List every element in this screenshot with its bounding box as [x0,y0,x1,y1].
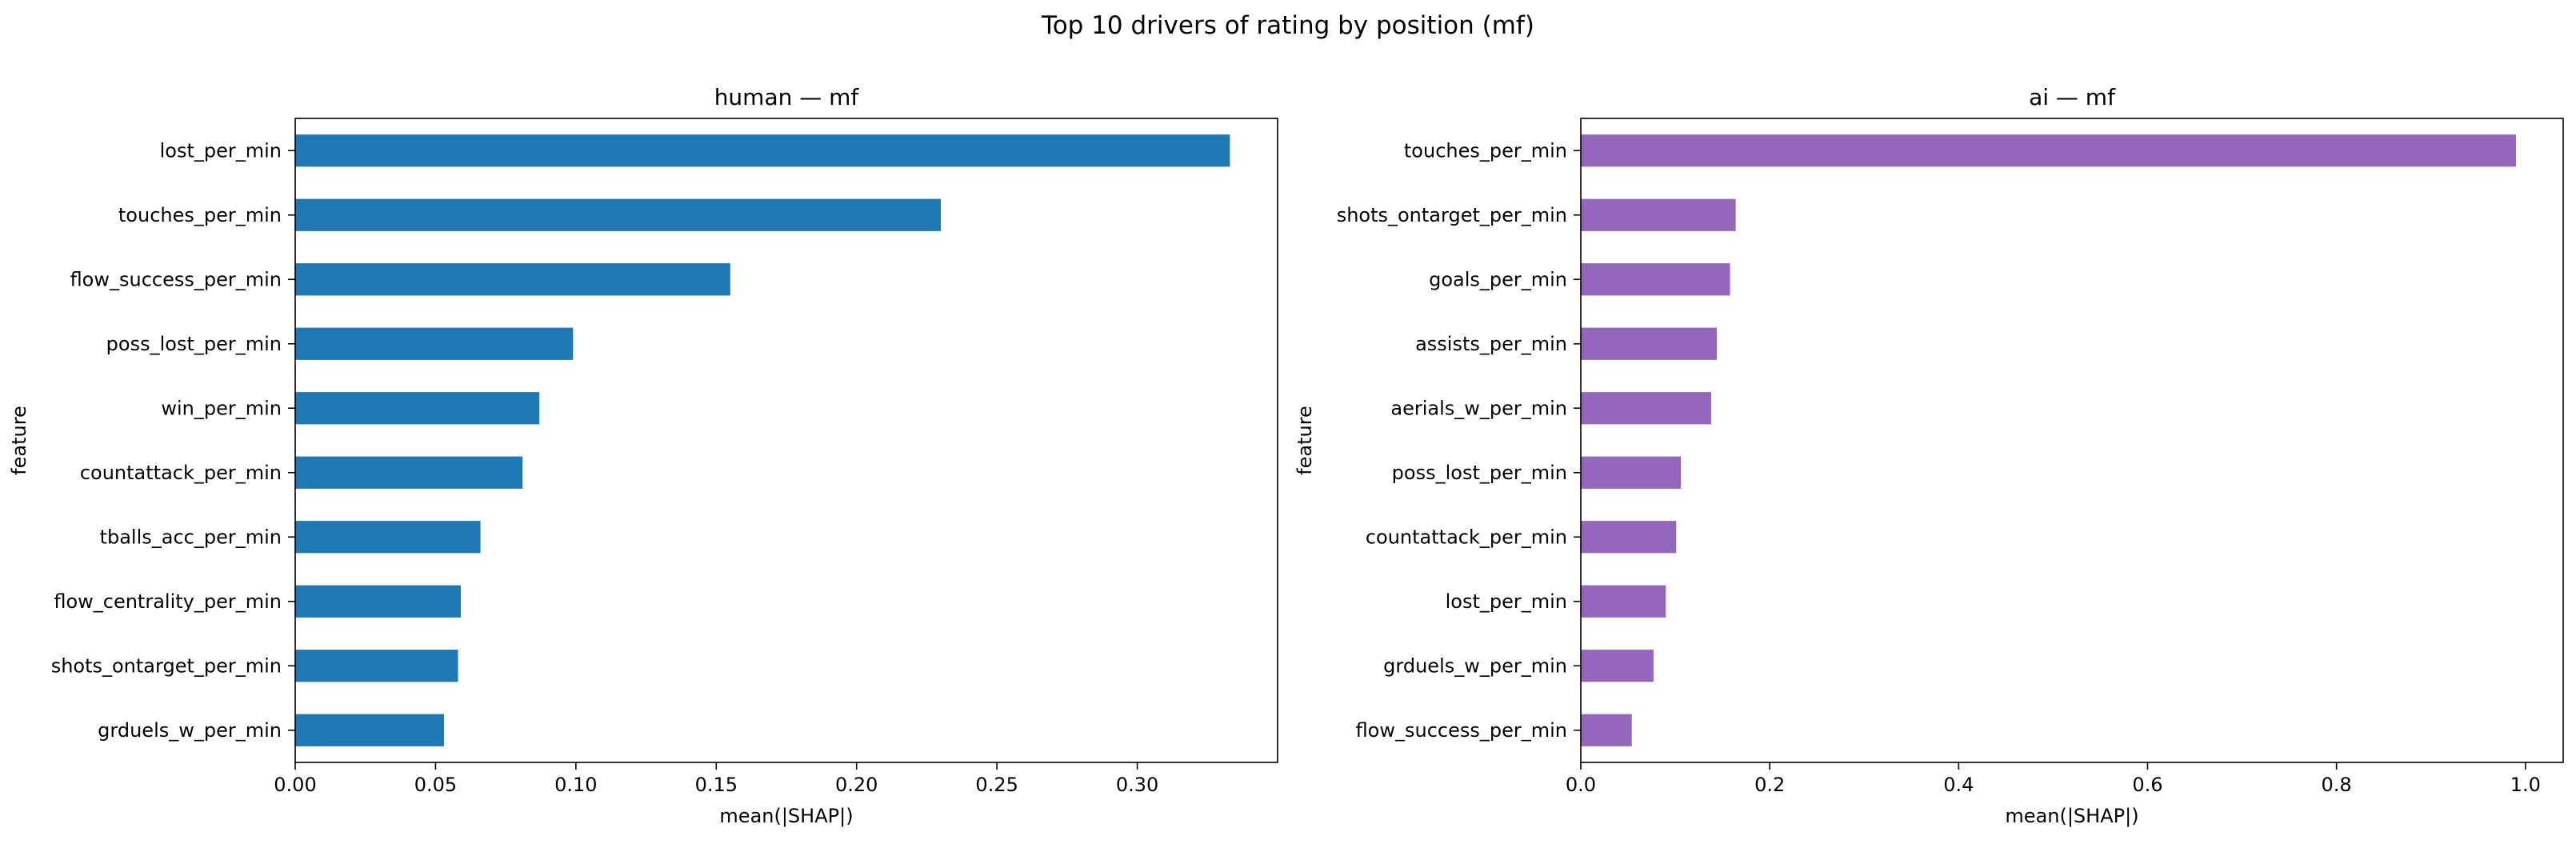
human-ytick-label: lost_per_min [160,139,282,162]
human-ytick-label: grduels_w_per_min [98,719,282,742]
ai-ytick-label: aerials_w_per_min [1390,397,1567,419]
human-xtick-label: 0.20 [835,774,878,796]
ai-y-axis-label: feature [1294,406,1316,475]
human-bar-tballs_acc_per_min [295,521,481,554]
human-y-axis-label: feature [8,406,30,475]
human-bar-flow_success_per_min [295,263,730,296]
human-x-axis-label: mean(|SHAP|) [719,805,853,827]
ai-ytick-label: lost_per_min [1446,590,1567,613]
human-bar-touches_per_min [295,198,941,231]
chart-panel-ai: touches_per_min shots_ontarget_per_mingoa… [1294,84,2564,827]
ai-bar-assists_per_min [1581,327,1718,360]
human-ytick-label: tballs_acc_per_min [100,526,282,548]
human-bar-flow_centrality_per_min [295,585,462,618]
human-xtick-label: 0.10 [554,774,597,796]
human-ytick-label: countattack_per_min [80,462,282,484]
figure-suptitle: Top 10 drivers of rating by position (mf… [1041,11,1534,40]
ai-ytick-label: flow_success_per_min [1356,719,1567,742]
chart-panel-human: lost_per_min touches_per_min flow_success_… [8,84,1278,827]
ai-bar-flow_success_per_min [1581,714,1632,746]
human-ytick-label: flow_centrality_per_min [54,590,282,613]
ai-bar-aerials_w_per_min [1581,392,1711,425]
ai-ytick-label: assists_per_min [1415,333,1567,355]
ai-ytick-label: poss_lost_per_min [1392,462,1567,484]
ai-bar-shots_ontarget_per_min [1581,198,1736,231]
human-chart-title: human — mf [714,84,860,110]
ai-ytick-label: grduels_w_per_min [1383,654,1567,677]
ai-ytick-label: countattack_per_min [1366,526,1567,548]
ai-xtick-label: 0.0 [1566,774,1596,796]
ai-ytick-label: touches_per_min [1404,139,1567,162]
human-bar-win_per_min [295,392,540,425]
human-ytick-label: touches_per_min [118,204,282,226]
ai-xtick-label: 0.6 [2132,774,2162,796]
ai-ytick-label: goals_per_min [1429,268,1567,290]
human-xtick-label: 0.05 [414,774,457,796]
human-bar-lost_per_min [295,134,1230,167]
human-bar-poss_lost_per_min [295,327,574,360]
ai-bar-countattack_per_min [1581,521,1677,554]
ai-bar-lost_per_min [1581,585,1666,618]
human-xtick-label: 0.15 [695,774,738,796]
ai-xtick-label: 0.2 [1754,774,1785,796]
ai-xtick-label: 1.0 [2510,774,2541,796]
human-ytick-label: win_per_min [161,397,282,419]
ai-bar-grduels_w_per_min [1581,650,1654,682]
ai-bar-touches_per_min [1581,134,2516,167]
ai-ytick-label: shots_ontarget_per_min [1337,204,1567,226]
ai-x-axis-label: mean(|SHAP|) [2005,805,2138,827]
ai-xtick-label: 0.4 [1943,774,1974,796]
ai-bar-poss_lost_per_min [1581,456,1682,489]
human-bar-countattack_per_min [295,456,523,489]
human-bar-grduels_w_per_min [295,714,444,746]
human-xtick-label: 0.00 [274,774,316,796]
human-bar-shots_ontarget_per_min [295,650,458,682]
human-xtick-label: 0.25 [975,774,1018,796]
ai-chart-title: ai — mf [2029,84,2116,110]
ai-axes-frame [1580,118,2564,763]
ai-bar-goals_per_min [1581,263,1730,296]
human-axes-frame [294,118,1278,763]
ai-xtick-label: 0.8 [2322,774,2352,796]
human-ytick-label: shots_ontarget_per_min [51,654,282,677]
human-ytick-label: poss_lost_per_min [106,333,282,355]
human-xtick-label: 0.30 [1116,774,1158,796]
human-ytick-label: flow_success_per_min [70,268,282,290]
